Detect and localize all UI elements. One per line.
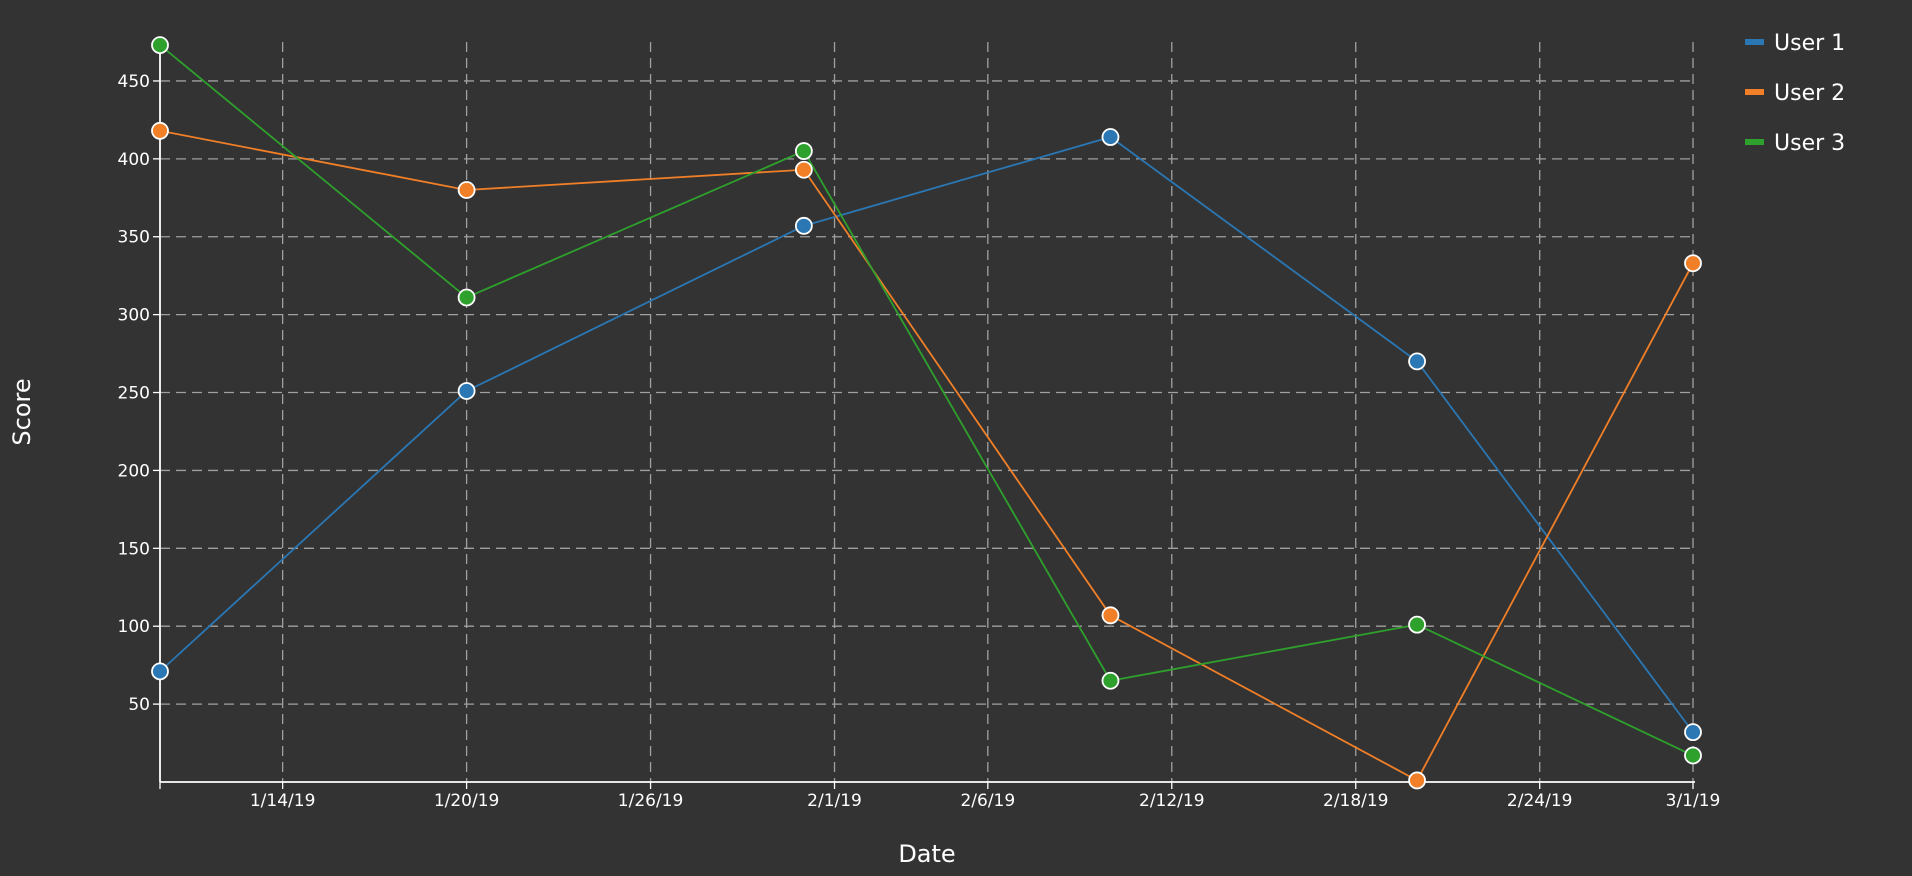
data-point-user-2 [1684,254,1702,273]
data-point-user-3 [1101,671,1120,690]
data-point-user-3 [457,288,476,307]
axes: 50 100 150 200 250 300 350 400 450 1/14/19 1/20/19… [118,40,1721,811]
x-tick-label: 2/6/19 [960,791,1015,811]
x-tick-label: 1/26/19 [618,791,684,811]
legend-swatch [1745,39,1764,45]
legend-swatch [1745,139,1764,145]
data-point-user-1 [1101,128,1120,146]
series-line-user-3 [159,44,1694,757]
series-line-user-1 [159,136,1694,733]
data-point-user-3 [1408,615,1426,634]
legend-item-user-2[interactable]: User 2 [1745,81,1845,106]
y-tick-label: 450 [118,72,150,92]
data-point-user-3 [1684,746,1702,765]
x-tick-label: 2/12/19 [1139,791,1205,811]
legend-label: User 2 [1774,81,1845,106]
data-point-user-2 [457,181,476,199]
y-tick-label: 350 [118,228,150,248]
data-point-user-2 [1408,771,1426,790]
y-tick-label: 400 [118,150,150,170]
y-tick-label: 50 [128,695,150,715]
series-lines [159,44,1694,782]
legend-label: User 1 [1774,31,1845,56]
x-axis-title: Date [898,840,955,868]
data-point-user-1 [1408,352,1426,371]
data-point-user-1 [1684,723,1702,742]
series-line-user-2 [159,129,1694,782]
data-point-user-2 [794,160,813,179]
legend-label: User 3 [1774,131,1845,156]
legend-swatch [1745,89,1764,95]
data-point-user-3 [794,142,813,160]
y-tick-label: 250 [118,384,150,404]
data-point-user-2 [151,121,169,140]
legend-item-user-3[interactable]: User 3 [1745,131,1845,156]
legend[interactable]: User 1 User 2 User 3 [1745,31,1845,156]
x-tick-label: 1/20/19 [434,791,500,811]
y-tick-label: 300 [118,306,150,326]
y-tick-label: 150 [118,539,150,559]
legend-item-user-1[interactable]: User 1 [1745,31,1845,56]
data-point-user-2 [1101,606,1120,625]
x-tick-label: 3/1/19 [1666,791,1721,811]
grid [160,42,1694,782]
data-points [151,36,1702,790]
y-tick-label: 100 [118,617,150,637]
y-tick-label: 200 [118,461,150,481]
x-tick-label: 2/24/19 [1507,791,1573,811]
data-point-user-1 [457,382,476,400]
x-tick-label: 1/14/19 [250,791,316,811]
x-tick-label: 2/1/19 [807,791,862,811]
data-point-user-3 [151,36,169,55]
x-tick-label: 2/18/19 [1323,791,1389,811]
data-point-user-1 [794,216,813,235]
data-point-user-1 [151,662,169,681]
y-axis-title: Score [8,378,36,445]
